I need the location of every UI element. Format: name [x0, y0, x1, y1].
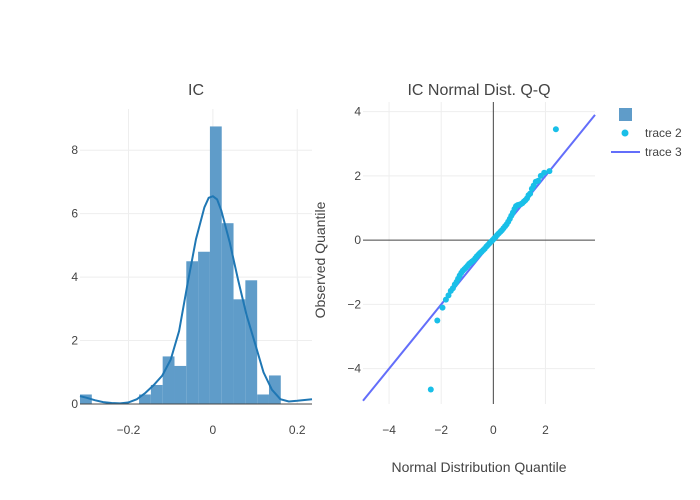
- qq-y-tick-label: 4: [354, 105, 361, 119]
- ic-x-tick-label: 0.2: [289, 423, 306, 437]
- qq-x-axis-label: Normal Distribution Quantile: [391, 459, 566, 475]
- qq-point[interactable]: [527, 190, 534, 197]
- qq-point[interactable]: [434, 317, 441, 324]
- legend-swatch-bar: [619, 108, 632, 121]
- qq-plot-panel: −4 −2 0 2 −4 −2 0 2 4 IC Normal Dist. Q-Q Norma…: [312, 82, 596, 475]
- qq-point[interactable]: [552, 126, 559, 133]
- qq-scatter-points[interactable]: [427, 126, 559, 393]
- ic-histogram-title: IC: [188, 82, 204, 99]
- qq-plot-x-ticks: −4 −2 0 2: [382, 423, 549, 437]
- ic-y-tick-label: 0: [71, 397, 78, 411]
- histogram-bar[interactable]: [80, 394, 92, 404]
- legend-item-trace-2[interactable]: trace 2: [621, 126, 683, 140]
- ic-histogram-panel: −0.2 0 0.2 0 2 4 6 8 IC: [71, 82, 313, 437]
- ic-x-tick-label: −0.2: [117, 423, 141, 437]
- qq-y-tick-label: 0: [354, 233, 361, 247]
- histogram-bar[interactable]: [268, 375, 281, 404]
- histogram-bar[interactable]: [198, 251, 210, 404]
- qq-x-tick-label: 0: [490, 423, 497, 437]
- qq-point[interactable]: [427, 386, 434, 393]
- qq-x-tick-label: −2: [434, 423, 448, 437]
- ic-histogram-x-ticks: −0.2 0 0.2: [117, 423, 306, 437]
- legend-item-trace-3[interactable]: trace 3: [611, 145, 682, 159]
- legend-swatch-dot: [621, 129, 629, 137]
- qq-x-tick-label: −4: [382, 423, 396, 437]
- qq-plot-zero-lines: [363, 102, 595, 404]
- qq-y-axis-label: Observed Quantile: [312, 201, 328, 318]
- qq-plot-gridlines: [363, 102, 595, 404]
- ic-y-tick-label: 4: [71, 270, 78, 284]
- qq-point[interactable]: [546, 168, 553, 175]
- ic-x-tick-label: 0: [210, 423, 217, 437]
- histogram-bar[interactable]: [186, 261, 199, 404]
- histogram-bar[interactable]: [139, 394, 151, 404]
- histogram-bar[interactable]: [233, 299, 246, 404]
- qq-y-tick-label: −2: [347, 297, 361, 311]
- legend: trace 2 trace 3: [611, 108, 682, 159]
- ic-histogram-bars[interactable]: [80, 126, 281, 405]
- qq-point[interactable]: [541, 169, 548, 176]
- qq-x-tick-label: 2: [542, 423, 549, 437]
- qq-point[interactable]: [445, 292, 452, 299]
- legend-label-trace-2: trace 2: [645, 126, 682, 140]
- legend-label-trace-3: trace 3: [645, 145, 682, 159]
- histogram-bar[interactable]: [174, 365, 187, 404]
- histogram-bar[interactable]: [221, 223, 234, 404]
- qq-y-tick-label: 2: [354, 169, 361, 183]
- ic-y-tick-label: 6: [71, 207, 78, 221]
- histogram-bar[interactable]: [257, 394, 269, 404]
- qq-point[interactable]: [535, 177, 542, 184]
- histogram-bar[interactable]: [245, 280, 258, 404]
- ic-histogram-y-ticks: 0 2 4 6 8: [71, 143, 78, 411]
- qq-y-tick-label: −4: [347, 362, 361, 376]
- qq-plot-title: IC Normal Dist. Q-Q: [407, 82, 550, 99]
- legend-item-trace-1[interactable]: [619, 108, 632, 121]
- histogram-bar[interactable]: [150, 384, 163, 404]
- histogram-bar[interactable]: [162, 356, 175, 404]
- histogram-bar[interactable]: [209, 126, 222, 405]
- ic-kde-curve[interactable]: [79, 195, 313, 405]
- ic-y-tick-label: 8: [71, 143, 78, 157]
- qq-plot-y-ticks: −4 −2 0 2 4: [347, 105, 361, 376]
- ic-y-tick-label: 2: [71, 334, 78, 348]
- qq-point[interactable]: [439, 304, 446, 311]
